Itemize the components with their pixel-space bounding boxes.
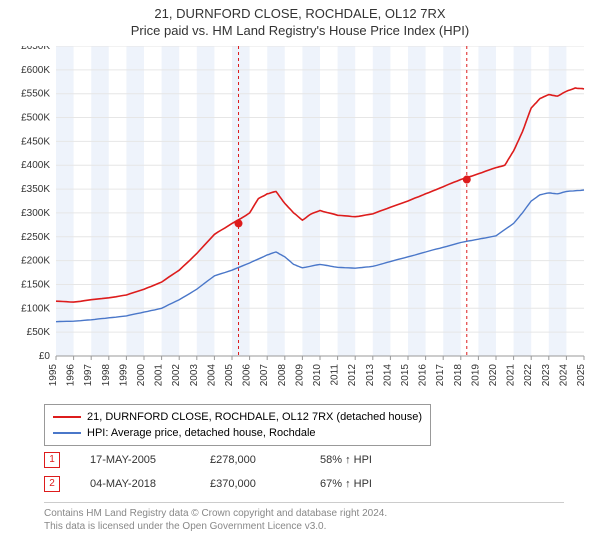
svg-text:£550K: £550K: [21, 89, 50, 100]
svg-text:2008: 2008: [277, 364, 288, 387]
svg-text:2007: 2007: [259, 364, 270, 387]
event-date: 04-MAY-2018: [90, 478, 210, 490]
svg-text:1997: 1997: [83, 364, 94, 387]
legend-label: HPI: Average price, detached house, Roch…: [87, 425, 316, 441]
footer-line: This data is licensed under the Open Gov…: [44, 520, 564, 533]
svg-text:2002: 2002: [171, 364, 182, 387]
svg-text:2009: 2009: [294, 364, 305, 387]
svg-text:2017: 2017: [435, 364, 446, 387]
event-marker-box: 1: [44, 452, 60, 468]
svg-text:£50K: £50K: [27, 327, 51, 338]
chart-title-1: 21, DURNFORD CLOSE, ROCHDALE, OL12 7RX: [0, 6, 600, 21]
footer-attribution: Contains HM Land Registry data © Crown c…: [44, 502, 564, 533]
svg-text:2022: 2022: [523, 364, 534, 387]
event-row: 2 04-MAY-2018 £370,000 67% ↑ HPI: [44, 472, 430, 496]
chart-container: 21, DURNFORD CLOSE, ROCHDALE, OL12 7RX P…: [0, 0, 600, 560]
svg-text:1996: 1996: [66, 364, 77, 387]
svg-text:2004: 2004: [206, 364, 217, 387]
svg-text:2003: 2003: [189, 364, 200, 387]
svg-text:2005: 2005: [224, 364, 235, 387]
footer-line: Contains HM Land Registry data © Crown c…: [44, 507, 564, 520]
title-area: 21, DURNFORD CLOSE, ROCHDALE, OL12 7RX P…: [0, 0, 600, 38]
svg-text:£500K: £500K: [21, 113, 50, 124]
svg-text:2000: 2000: [136, 364, 147, 387]
svg-text:£250K: £250K: [21, 232, 50, 243]
chart-svg: £0 £50K £100K £150K £200K £250K £300K £350K £400…: [8, 46, 592, 396]
svg-text:1995: 1995: [48, 364, 59, 387]
event-row: 1 17-MAY-2005 £278,000 58% ↑ HPI: [44, 448, 430, 472]
svg-text:2010: 2010: [312, 364, 323, 387]
event-delta: 67% ↑ HPI: [320, 478, 430, 490]
svg-text:2024: 2024: [558, 364, 569, 387]
svg-text:2019: 2019: [470, 364, 481, 387]
svg-text:2001: 2001: [154, 364, 165, 387]
legend-label: 21, DURNFORD CLOSE, ROCHDALE, OL12 7RX (…: [87, 409, 422, 425]
svg-text:2020: 2020: [488, 364, 499, 387]
legend-row: 21, DURNFORD CLOSE, ROCHDALE, OL12 7RX (…: [53, 409, 422, 425]
svg-text:£200K: £200K: [21, 256, 50, 267]
legend-swatch: [53, 432, 81, 434]
svg-text:£350K: £350K: [21, 184, 50, 195]
svg-text:1998: 1998: [101, 364, 112, 387]
event-price: £370,000: [210, 478, 320, 490]
svg-text:£600K: £600K: [21, 65, 50, 76]
legend-row: HPI: Average price, detached house, Roch…: [53, 425, 422, 441]
event-marker-box: 2: [44, 476, 60, 492]
svg-text:£650K: £650K: [21, 46, 50, 52]
event-price: £278,000: [210, 454, 320, 466]
event-delta: 58% ↑ HPI: [320, 454, 430, 466]
events-table: 1 17-MAY-2005 £278,000 58% ↑ HPI 2 04-MA…: [44, 448, 430, 496]
svg-text:1999: 1999: [118, 364, 129, 387]
svg-text:£0: £0: [39, 351, 51, 362]
svg-text:£400K: £400K: [21, 160, 50, 171]
svg-text:£100K: £100K: [21, 303, 50, 314]
svg-text:£450K: £450K: [21, 136, 50, 147]
event-date: 17-MAY-2005: [90, 454, 210, 466]
svg-text:2021: 2021: [506, 364, 517, 387]
svg-text:2015: 2015: [400, 364, 411, 387]
svg-text:2025: 2025: [576, 364, 587, 387]
svg-text:2011: 2011: [330, 364, 341, 386]
svg-text:£150K: £150K: [21, 279, 50, 290]
svg-text:2012: 2012: [347, 364, 358, 387]
svg-text:2006: 2006: [242, 364, 253, 387]
svg-text:2013: 2013: [365, 364, 376, 387]
chart-title-2: Price paid vs. HM Land Registry's House …: [0, 23, 600, 38]
svg-text:2014: 2014: [382, 364, 393, 387]
chart-plot: £0 £50K £100K £150K £200K £250K £300K £350K £400…: [8, 46, 592, 396]
svg-text:2023: 2023: [541, 364, 552, 387]
svg-text:2018: 2018: [453, 364, 464, 387]
svg-text:2016: 2016: [418, 364, 429, 387]
legend-swatch: [53, 416, 81, 418]
svg-text:£300K: £300K: [21, 208, 50, 219]
legend: 21, DURNFORD CLOSE, ROCHDALE, OL12 7RX (…: [44, 404, 431, 446]
